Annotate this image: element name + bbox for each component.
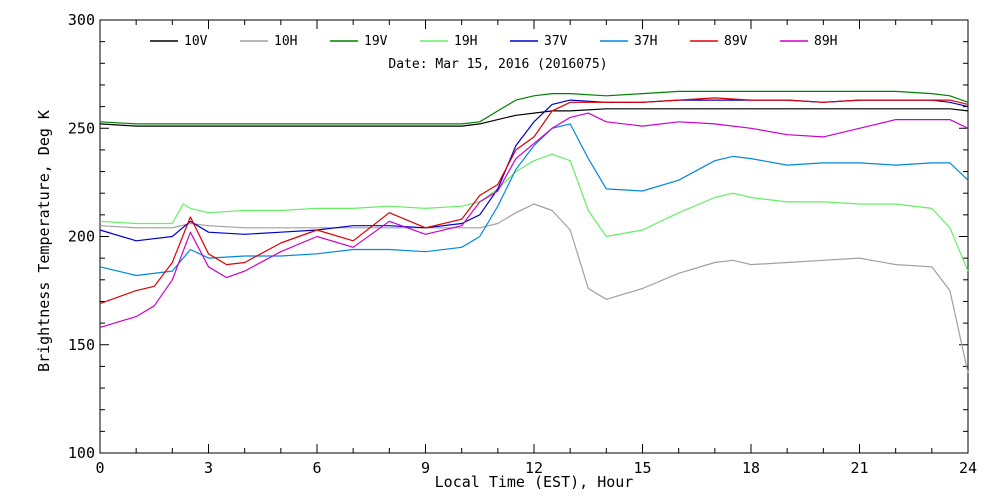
x-tick-label: 21	[850, 459, 868, 477]
series-layer	[99, 90, 969, 374]
legend-label-10h: 10H	[274, 34, 297, 49]
x-tick-label: 15	[633, 459, 651, 477]
x-tick-label: 9	[421, 459, 430, 477]
x-tick-label: 6	[312, 459, 321, 477]
series-line-37h	[99, 123, 969, 277]
y-tick-label: 100	[68, 444, 95, 462]
legend-label-37v: 37V	[544, 34, 568, 49]
x-tick-label: 12	[525, 459, 543, 477]
legend-label-89h: 89H	[814, 34, 837, 49]
legend: 10V 10H 19V 19H 37V 37H 89V 89H	[150, 34, 837, 49]
series-line-19h	[99, 153, 969, 272]
y-tick-label: 250	[68, 119, 95, 137]
series-line-89h	[99, 112, 969, 328]
x-axis-title: Local Time (EST), Hour	[435, 473, 634, 491]
x-tick-label: 0	[95, 459, 104, 477]
series-line-10v	[99, 108, 969, 127]
x-tick-label: 24	[959, 459, 977, 477]
y-axis: 100 150 200 250 300	[68, 11, 968, 462]
legend-label-19v: 19V	[364, 34, 388, 49]
series-line-19v	[99, 90, 969, 125]
y-tick-label: 200	[68, 228, 95, 246]
y-tick-label: 150	[68, 336, 95, 354]
plot-frame	[99, 19, 969, 454]
legend-label-89v: 89V	[724, 34, 748, 49]
series-line-37v	[99, 99, 969, 242]
plot-border	[99, 19, 969, 454]
x-tick-label: 18	[742, 459, 760, 477]
legend-label-10v: 10V	[184, 34, 208, 49]
legend-label-19h: 19H	[454, 34, 477, 49]
legend-label-37h: 37H	[634, 34, 657, 49]
y-tick-label: 300	[68, 11, 95, 29]
series-line-10h	[99, 203, 969, 374]
chart-subtitle: Date: Mar 15, 2016 (2016075)	[388, 57, 607, 72]
x-tick-label: 3	[204, 459, 213, 477]
y-axis-title: Brightness Temperature, Deg K	[35, 110, 53, 372]
x-axis: 0 3 6 9 12 15 18 21 24	[95, 20, 977, 477]
series-line-89v	[99, 97, 969, 305]
